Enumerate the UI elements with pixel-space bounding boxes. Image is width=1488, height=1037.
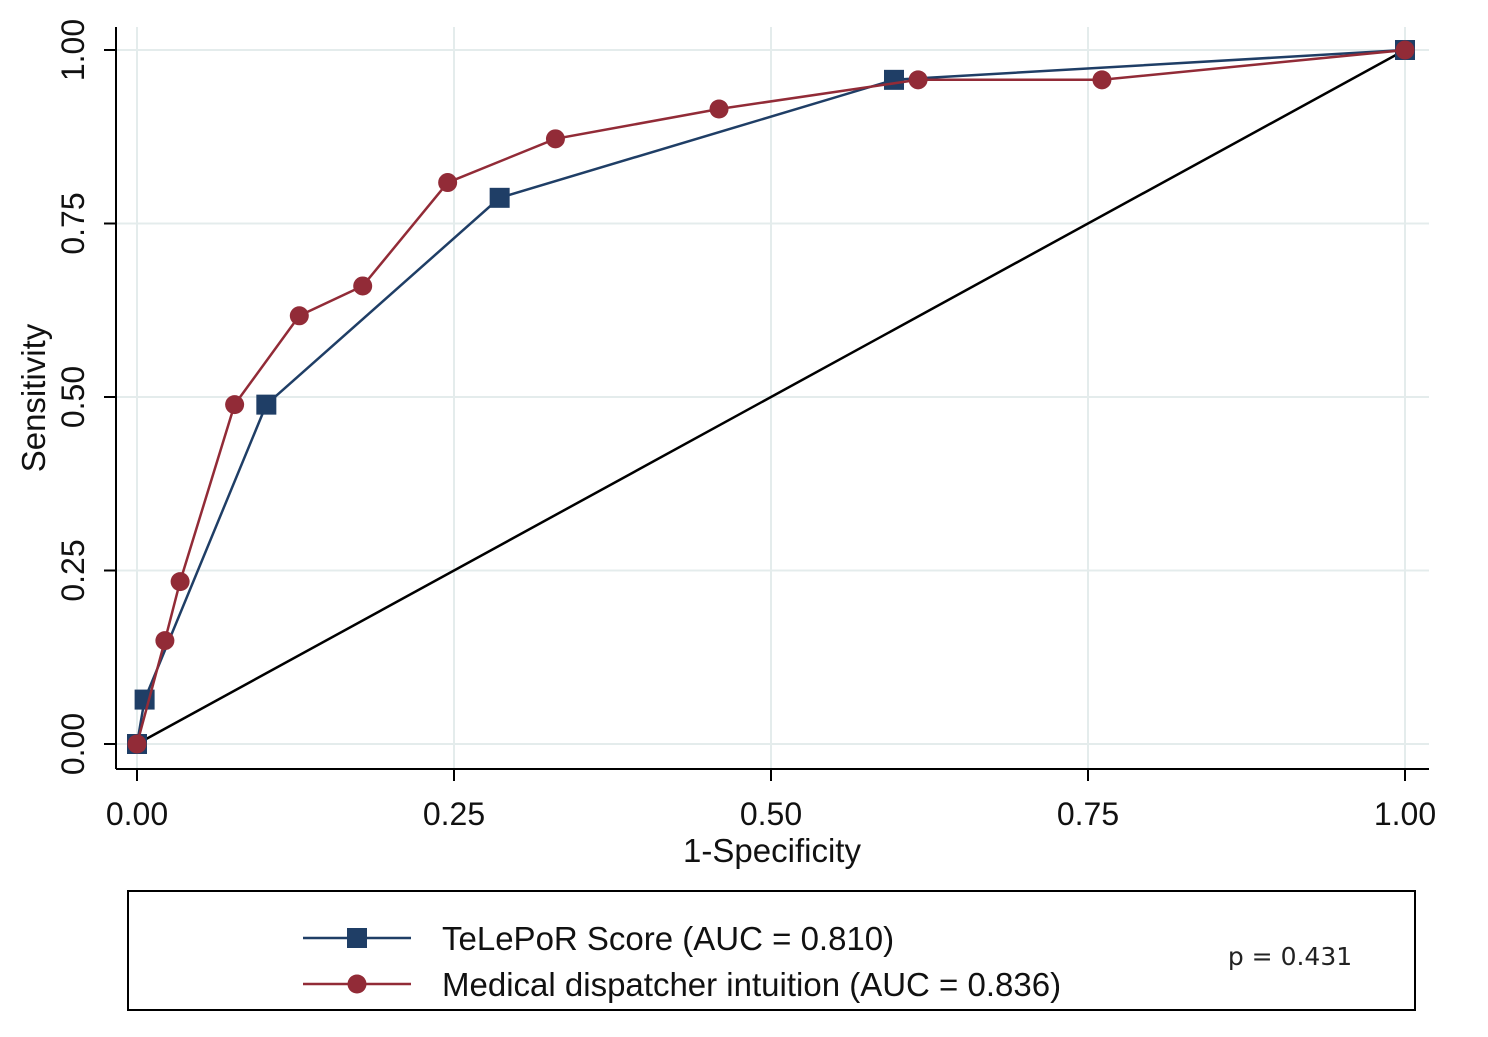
legend-items: TeLePoR Score (AUC = 0.810) Medical dispa… <box>303 920 1061 1003</box>
reference-line <box>136 48 1406 746</box>
legend-label: Medical dispatcher intuition (AUC = 0.83… <box>442 966 1061 1003</box>
circle-data-point <box>1395 40 1415 60</box>
axis-ticks: 0.00 0.25 0.50 0.75 1.00 0.00 0.25 0.50 0.75 1.00 <box>55 19 1436 832</box>
circle-data-point <box>353 276 373 296</box>
circle-data-point <box>438 173 458 193</box>
x-tick-label: 0.75 <box>1057 796 1119 832</box>
circle-data-point <box>1092 70 1112 90</box>
y-tick-label: 0.50 <box>55 366 91 428</box>
y-tick-label: 0.75 <box>55 192 91 254</box>
x-tick-label: 0.00 <box>106 796 168 832</box>
x-tick-label: 1.00 <box>1374 796 1436 832</box>
diagonal-reference-line <box>136 48 1406 746</box>
x-axis-title: 1-Specificity <box>683 832 861 869</box>
circle-data-point <box>545 129 565 149</box>
square-data-point <box>489 187 510 208</box>
circle-data-point <box>155 631 175 651</box>
series-line <box>135 48 1406 745</box>
legend-circle-marker <box>347 974 367 994</box>
series-dispatcher-intuition <box>127 40 1415 754</box>
y-axis-title: Sensitivity <box>15 323 52 472</box>
circle-data-point <box>908 70 928 90</box>
legend-label: TeLePoR Score (AUC = 0.810) <box>442 920 894 957</box>
legend-entry: Medical dispatcher intuition (AUC = 0.83… <box>303 966 1061 1003</box>
circle-data-point <box>709 99 729 119</box>
series-layer <box>127 40 1415 754</box>
square-data-point <box>883 69 904 90</box>
circle-data-point <box>289 306 309 326</box>
legend-box <box>127 890 1416 1011</box>
grid-lines <box>116 27 1429 769</box>
legend-entry: TeLePoR Score (AUC = 0.810) <box>303 920 894 957</box>
legend-square-marker <box>347 928 367 948</box>
x-tick-label: 0.50 <box>740 796 802 832</box>
square-data-point <box>256 394 277 415</box>
x-tick-label: 0.25 <box>423 796 485 832</box>
legend: TeLePoR Score (AUC = 0.810) Medical dispa… <box>127 890 1416 1011</box>
y-tick-label: 0.25 <box>55 539 91 601</box>
y-tick-label: 0.00 <box>55 713 91 775</box>
circle-data-point <box>170 572 190 592</box>
y-tick-label: 1.00 <box>55 19 91 81</box>
p-value-annotation: p = 0.431 <box>1228 942 1352 971</box>
circle-data-point <box>225 395 245 415</box>
circle-data-point <box>127 734 147 754</box>
